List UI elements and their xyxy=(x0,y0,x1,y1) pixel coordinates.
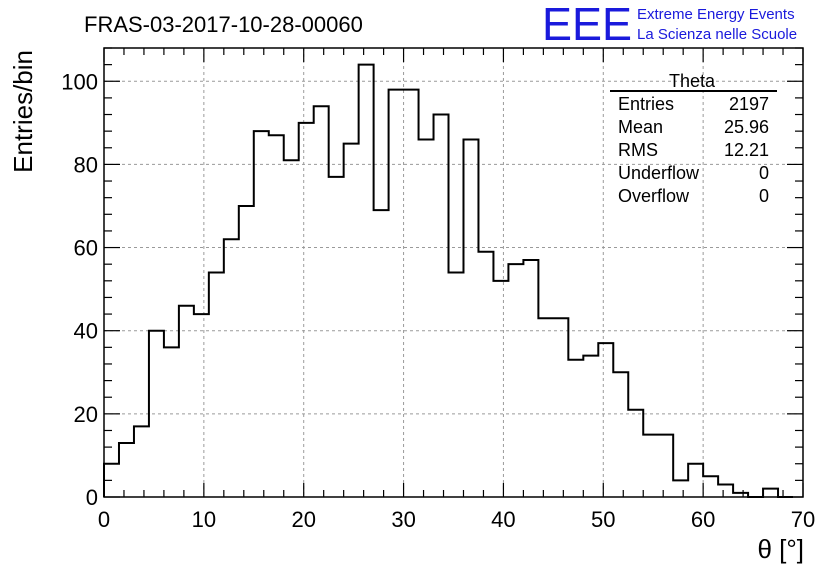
y-tick-label: 40 xyxy=(74,319,98,344)
x-tick-label: 20 xyxy=(291,507,315,532)
x-tick-label: 0 xyxy=(98,507,110,532)
axis-ticks xyxy=(103,47,804,498)
stats-value: 0 xyxy=(759,186,769,206)
stats-label: Underflow xyxy=(618,163,700,183)
x-axis-title: θ [°] xyxy=(757,534,804,564)
x-tick-label: 10 xyxy=(192,507,216,532)
stats-label: Overflow xyxy=(618,186,690,206)
y-tick-label: 80 xyxy=(74,152,98,177)
logo-line1: Extreme Energy Events xyxy=(637,6,795,23)
plot-frame xyxy=(103,47,804,498)
x-tick-label: 40 xyxy=(491,507,515,532)
logo-mark: EEE xyxy=(542,0,632,50)
x-tick-label: 60 xyxy=(691,507,715,532)
stats-name: Theta xyxy=(669,71,716,91)
y-axis-tick-labels: 0 20 40 60 80 100 xyxy=(61,69,98,510)
stats-rows: Entries 2197 Mean 25.96 RMS 12.21 Underflow 0 Ov… xyxy=(618,94,769,206)
stats-box: Theta Entries 2197 Mean 25.96 RMS 12.21 Underf… xyxy=(610,71,777,206)
histogram-series xyxy=(103,63,794,498)
logo-line2: La Scienza nelle Scuole xyxy=(637,26,797,43)
y-axis-title: Entries/bin xyxy=(8,50,38,173)
y-tick-label: 60 xyxy=(74,236,98,261)
stats-value: 0 xyxy=(759,163,769,183)
stats-label: Mean xyxy=(618,117,663,137)
x-tick-label: 30 xyxy=(391,507,415,532)
chart-title: FRAS-03-2017-10-28-00060 xyxy=(84,12,363,37)
y-tick-label: 100 xyxy=(61,69,98,94)
stats-label: Entries xyxy=(618,94,674,114)
grid-lines xyxy=(104,48,803,497)
stats-label: RMS xyxy=(618,140,658,160)
x-tick-label: 50 xyxy=(591,507,615,532)
y-tick-label: 20 xyxy=(74,402,98,427)
stats-value: 12.21 xyxy=(724,140,769,160)
x-axis-tick-labels: 0 10 20 30 40 50 60 70 xyxy=(98,507,815,532)
y-tick-label: 0 xyxy=(86,485,98,510)
stats-value: 2197 xyxy=(729,94,769,114)
stats-value: 25.96 xyxy=(724,117,769,137)
x-tick-label: 70 xyxy=(791,507,815,532)
logo: EEE Extreme Energy Events La Scienza nel… xyxy=(542,0,797,50)
